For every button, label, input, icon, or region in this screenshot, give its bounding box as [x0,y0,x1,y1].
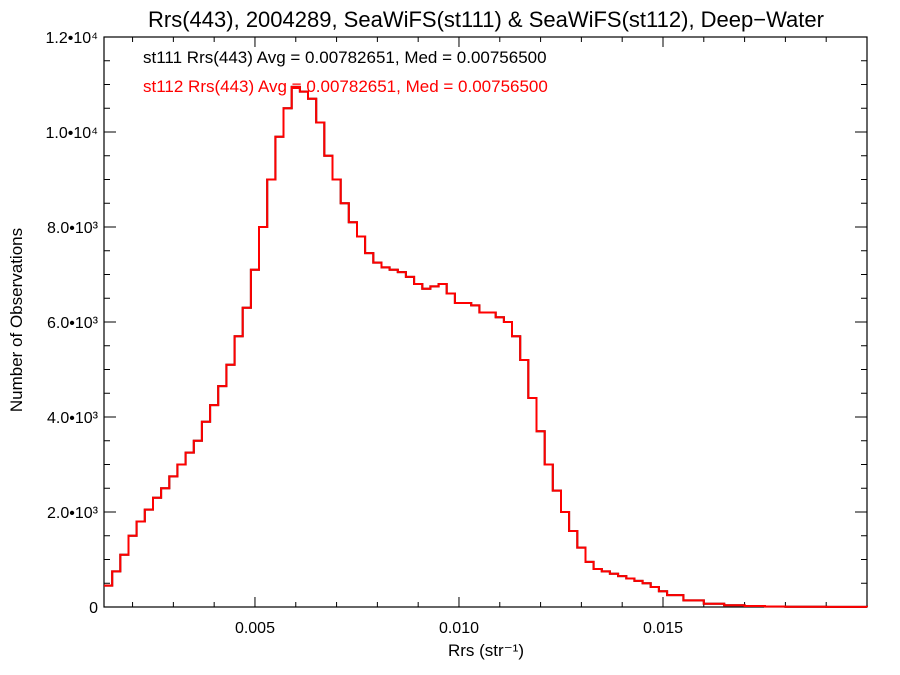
y-tick-label: 1.2•10⁴ [45,30,98,47]
y-tick-label: 8.0•10³ [47,220,99,237]
y-tick-label: 0 [89,600,98,617]
x-axis-label: Rrs (str⁻¹) [448,641,524,660]
legend-entry-st111: st111 Rrs(443) Avg = 0.00782651, Med = 0… [143,48,547,67]
y-axis-ticks: 0 2.0•10³ 4.0•10³ 6.0•10³ 8.0•10³ 1.0•10⁴ 1.2•… [45,30,867,617]
series-st112-line [104,85,868,608]
x-tick-label: 0.010 [439,620,479,637]
y-tick-label: 2.0•10³ [47,505,99,522]
x-tick-label: 0.015 [643,620,683,637]
y-tick-label: 6.0•10³ [47,315,99,332]
x-tick-label: 0.005 [235,620,275,637]
x-axis-ticks: 0.005 0.010 0.015 [132,37,827,637]
series-layer [104,85,868,608]
legend-entry-st112: st112 Rrs(443) Avg = 0.00782651, Med = 0… [143,77,548,96]
series-st111-line [104,85,868,608]
plot-frame [103,36,868,608]
plot-border [103,36,868,608]
y-tick-label: 1.0•10⁴ [45,125,98,142]
y-tick-label: 4.0•10³ [47,410,99,427]
y-axis-label: Number of Observations [7,228,26,412]
chart-title: Rrs(443), 2004289, SeaWiFS(st111) & SeaW… [148,7,824,32]
